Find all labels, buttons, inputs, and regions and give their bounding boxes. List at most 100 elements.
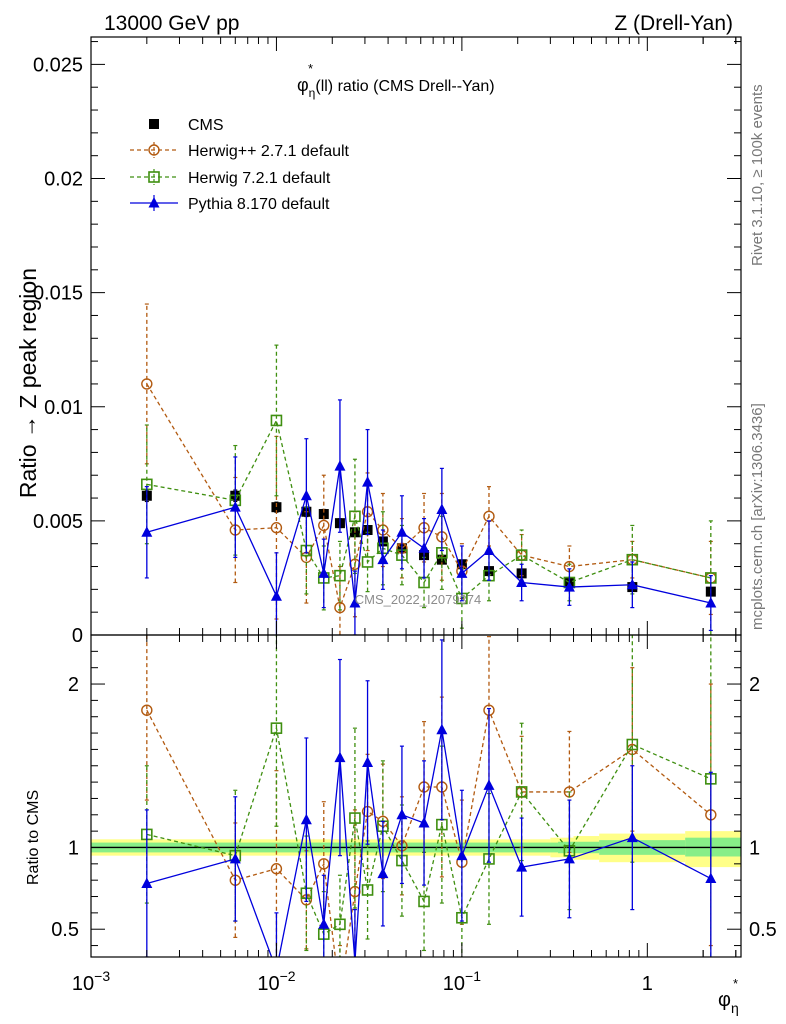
- upper-series-3-point: [705, 597, 717, 608]
- upper-series-2-point: [515, 549, 528, 561]
- lower-series-1-point: [270, 722, 283, 734]
- upper-series-3-point: [141, 526, 153, 537]
- lower-y-tick-label: 1: [68, 837, 79, 859]
- upper-y-tick-label: 0.025: [33, 54, 83, 76]
- lower-series-2-point: [563, 852, 575, 864]
- lower-series-1-point: [515, 786, 528, 798]
- x-tick-label: 10−2: [257, 968, 295, 995]
- upper-series-0-point: [271, 502, 282, 513]
- upper-y-axis-label: Ratio → Z peak region: [15, 268, 41, 498]
- upper-series-2-point: [270, 414, 283, 427]
- upper-series-3-point: [300, 489, 312, 501]
- lower-y-tick-label: 2: [68, 674, 79, 696]
- legend-label-0: CMS: [188, 117, 224, 134]
- legend: CMS Herwig++ 2.7.1 default Herwig 7.2.1 de…: [130, 117, 350, 213]
- lower-series-0-line: [146, 707, 712, 957]
- legend-marker-3: [148, 197, 160, 208]
- lower-series-2-point: [300, 813, 312, 825]
- upper-y-tick-label: 0.005: [33, 511, 83, 533]
- upper-series-2-line: [146, 418, 711, 600]
- upper-plot-title: φη(ll) ratio (CMS Drell--Yan): [297, 75, 495, 100]
- lower-series-2-point: [396, 808, 408, 820]
- title-sub: η: [309, 86, 316, 100]
- upper-series-2-point: [361, 556, 374, 568]
- lower-series-1-point: [334, 918, 346, 931]
- rivet-side-label: Rivet 3.1.10, ≥ 100k events: [749, 84, 766, 266]
- lower-frame: [90, 634, 742, 958]
- lower-series-1-point: [349, 812, 361, 824]
- lower-series-2-point: [141, 877, 153, 888]
- lower-series-2-point: [377, 867, 389, 879]
- lower-series-2-point: [362, 756, 374, 767]
- upper-series-3-point: [349, 597, 361, 608]
- upper-series-3-point: [318, 567, 330, 578]
- x-tick-label: 10−3: [72, 968, 110, 995]
- header-left-label: 13000 GeV pp: [104, 12, 239, 35]
- legend-label-2: Herwig 7.2.1 default: [188, 170, 331, 187]
- lower-y-tick-label-right: 2: [749, 674, 760, 696]
- lower-series-0-point: [318, 858, 330, 870]
- upper-series-3-point: [229, 501, 241, 512]
- upper-series-3-line: [146, 466, 711, 604]
- lower-series-1-point: [418, 895, 430, 908]
- upper-series-3-point: [377, 553, 389, 565]
- lower-y-tick-label-right: 1: [749, 837, 760, 859]
- x-label-phi: φ: [718, 989, 731, 1011]
- watermark: CMS_2022_I2079374: [355, 592, 482, 607]
- lower-series-0-point: [141, 704, 153, 716]
- legend-label-1: Herwig++ 2.7.1 default: [188, 143, 350, 160]
- lower-series-2-point: [626, 831, 638, 843]
- title-phi: φ: [297, 75, 309, 95]
- upper-y-tick-label: 0.02: [44, 169, 83, 191]
- upper-panel: 0 0.005 0.01 0.015 0.02 0.025 CMS Herwig++ 2.7.…: [33, 37, 741, 647]
- lower-series-1-point: [361, 884, 374, 896]
- upper-series-3-point: [483, 544, 495, 556]
- upper-y-tick-label: 0.015: [33, 283, 83, 305]
- x-tick-label: 10−1: [443, 968, 481, 995]
- upper-series-3-point: [456, 567, 468, 578]
- ratio-band: [91, 831, 741, 868]
- x-axis-label: φη: [718, 989, 739, 1016]
- upper-series-3-point: [270, 590, 282, 601]
- panel-frames: [90, 36, 742, 958]
- x-label-sup: *: [733, 976, 738, 991]
- lower-y-tick-label-right: 0.5: [749, 919, 777, 941]
- lower-series-1-point: [626, 738, 639, 751]
- lower-series-2: [141, 639, 717, 957]
- upper-series-3-point: [418, 542, 430, 553]
- lower-series-2-point: [483, 779, 495, 790]
- title-rest: (ll) ratio (CMS Drell--Yan): [315, 78, 494, 95]
- upper-series-3-point: [563, 581, 575, 592]
- lower-series-2-point: [705, 872, 717, 884]
- lower-series-0-point: [335, 990, 345, 1000]
- lower-series-0: [141, 635, 717, 1000]
- legend-marker-2: [148, 171, 160, 183]
- mcplots-side-label: mcplots.cern.ch [arXiv:1306.3436]: [749, 403, 766, 630]
- upper-series-1-point: [270, 522, 283, 534]
- lower-y-axis-label: Ratio to CMS: [25, 790, 42, 885]
- upper-series-1-point: [318, 519, 330, 532]
- legend-marker-0: [149, 119, 159, 129]
- lower-series-2-point: [334, 751, 346, 763]
- lower-series-0-point: [270, 863, 283, 875]
- upper-series-1-point: [141, 378, 153, 390]
- x-label-sub: η: [731, 1000, 739, 1016]
- upper-series-3-point: [396, 526, 408, 537]
- lower-series-2-point: [229, 852, 241, 864]
- title-sup: *: [308, 61, 313, 76]
- lower-series-2-line: [146, 729, 712, 957]
- legend-label-3: Pythia 8.170 default: [188, 196, 330, 213]
- upper-y-tick-label: 0: [72, 625, 83, 647]
- lower-y-tick-label: 0.5: [51, 919, 79, 941]
- upper-series-3: [141, 399, 717, 635]
- upper-series-0-point: [318, 509, 329, 520]
- header-right-label: Z (Drell-Yan): [614, 12, 733, 35]
- upper-y-tick-label: 0.01: [44, 397, 83, 419]
- lower-series-2-point: [516, 861, 528, 872]
- legend-marker-1: [148, 144, 160, 156]
- upper-series-3-point: [626, 578, 638, 590]
- upper-series-2-point: [349, 510, 361, 523]
- lower-series-2-point: [436, 723, 448, 735]
- lower-series-group: [141, 635, 717, 1000]
